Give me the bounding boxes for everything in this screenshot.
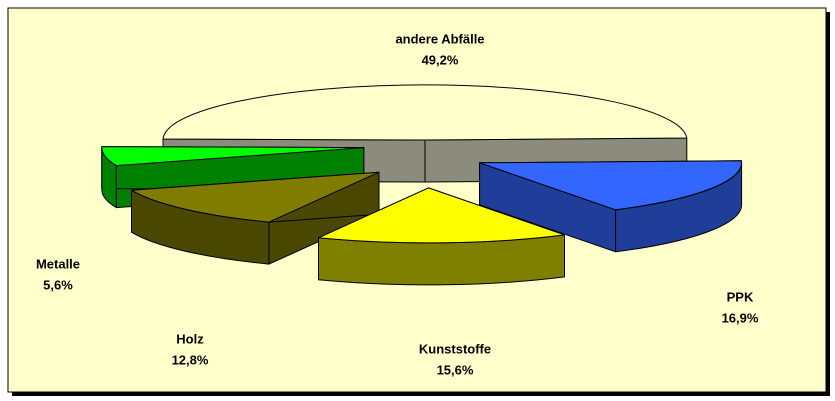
slice-top (162, 84, 688, 141)
slice-label: Kunststoffe (419, 341, 491, 356)
slice-value-label: 49,2% (422, 52, 459, 67)
slice-value-label: 15,6% (437, 362, 474, 377)
slice-top (479, 160, 743, 211)
slice-value-label: 5,6% (43, 277, 73, 292)
labels: andere Abfälle 49,2% PPK 16,9% Kunststoffe 15… (36, 31, 759, 377)
slice-top (131, 171, 380, 223)
slice-value-label: 12,8% (172, 352, 209, 367)
pie (101, 84, 743, 286)
slice-label: Metalle (36, 256, 80, 271)
slice-label: PPK (727, 289, 754, 304)
slice-label: andere Abfälle (395, 31, 484, 46)
slice-top (101, 146, 365, 167)
slice-value-label: 16,9% (722, 310, 759, 325)
slice-label: Holz (176, 331, 204, 346)
slice-top (318, 187, 565, 244)
